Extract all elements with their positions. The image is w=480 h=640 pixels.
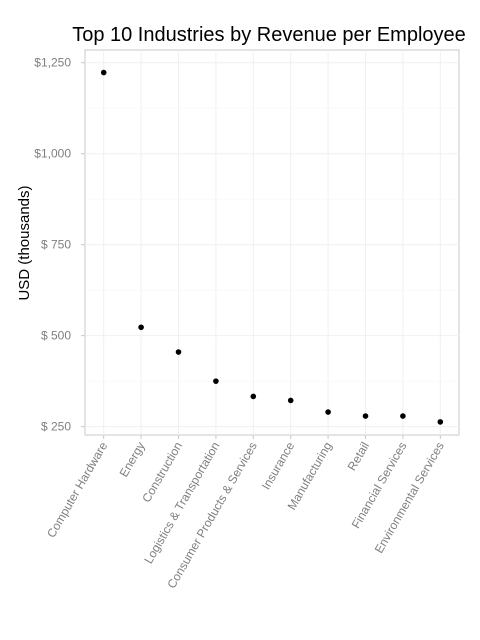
data-point [400, 413, 406, 419]
y-tick-label: $ 500 [41, 329, 71, 343]
x-tick-label: Computer Hardware [44, 439, 110, 540]
data-point [138, 324, 144, 331]
data-point [437, 419, 444, 425]
x-tick-label: Retail [345, 440, 372, 474]
y-axis-label: USD (thousands) [16, 185, 33, 300]
plot-panel [84, 49, 460, 436]
data-point [250, 393, 257, 400]
x-tick-label: Insurance [259, 439, 298, 492]
data-point [325, 409, 331, 415]
x-tick-label: Energy [117, 440, 148, 480]
x-tick-label: Environmental Services [372, 440, 447, 556]
data-point [100, 69, 107, 76]
x-axis-ticks: Computer Hardware EnergyConstructionLogis… [44, 435, 447, 591]
y-tick-label: $1,250 [34, 56, 71, 70]
data-point [287, 397, 294, 404]
data-point [362, 413, 369, 419]
data-point [213, 378, 219, 384]
y-tick-label: $ 250 [41, 420, 71, 434]
y-tick-label: $ 750 [41, 238, 71, 252]
gridlines [85, 50, 459, 435]
chart-title: Top 10 Industries by Revenue per Employe… [72, 24, 466, 46]
y-tick-label: $1,000 [34, 147, 71, 161]
y-axis-ticks: $ 250 $ 500 $ 750 $1,000 $1,250 [34, 56, 85, 434]
data-points [100, 69, 444, 425]
data-point [175, 349, 182, 355]
